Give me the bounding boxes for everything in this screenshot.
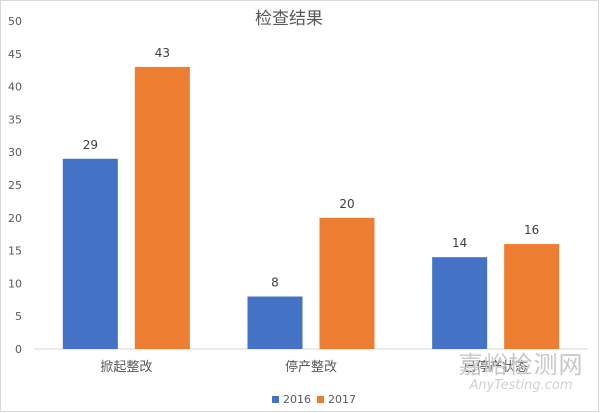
x-tick-label: 停产整改 xyxy=(285,359,337,375)
bar-value-label: 14 xyxy=(452,236,467,250)
x-tick-label: 已停产状态 xyxy=(463,359,528,375)
bar-data-labels: 29 43 8 20 14 16 xyxy=(83,46,540,290)
legend-label: 2017 xyxy=(328,393,356,406)
bar-2017 xyxy=(319,217,375,349)
x-tick-label: 掀起整改 xyxy=(100,360,152,375)
bar-value-label: 43 xyxy=(155,46,170,60)
legend: 2016 2017 xyxy=(272,393,356,406)
bar-2016 xyxy=(247,296,303,349)
watermark-text: 嘉峪检测网 xyxy=(458,351,584,379)
y-axis-ticks: 0 5 10 15 20 25 30 35 40 45 50 xyxy=(8,15,22,356)
bar-2016 xyxy=(62,158,118,349)
chart-title: 检查结果 xyxy=(255,9,323,29)
y-tick-label: 5 xyxy=(15,310,22,323)
bar-value-label: 29 xyxy=(83,138,98,152)
bar-2016 xyxy=(432,257,488,349)
y-tick-label: 35 xyxy=(8,113,22,126)
y-tick-label: 0 xyxy=(15,343,22,356)
legend-swatch xyxy=(272,396,279,403)
bar-2017 xyxy=(504,244,560,349)
bar-2017 xyxy=(134,66,190,350)
bar-value-label: 16 xyxy=(524,223,539,237)
bars xyxy=(62,66,560,350)
y-tick-label: 40 xyxy=(8,81,22,94)
legend-swatch xyxy=(317,396,324,403)
y-tick-label: 30 xyxy=(8,146,22,159)
x-axis-labels: 掀起整改 停产整改 已停产状态 xyxy=(100,359,528,375)
bar-value-label: 8 xyxy=(271,276,279,290)
y-tick-label: 15 xyxy=(8,245,22,258)
y-tick-label: 25 xyxy=(8,179,22,192)
y-tick-label: 45 xyxy=(8,48,22,61)
y-tick-label: 10 xyxy=(8,277,22,290)
legend-label: 2016 xyxy=(283,393,311,406)
bar-value-label: 20 xyxy=(339,197,354,211)
y-tick-label: 20 xyxy=(8,212,22,225)
y-tick-label: 50 xyxy=(8,15,22,28)
watermark: 嘉峪检测网 AnyTesting.com xyxy=(446,352,596,394)
watermark-url: AnyTesting.com xyxy=(469,378,573,393)
